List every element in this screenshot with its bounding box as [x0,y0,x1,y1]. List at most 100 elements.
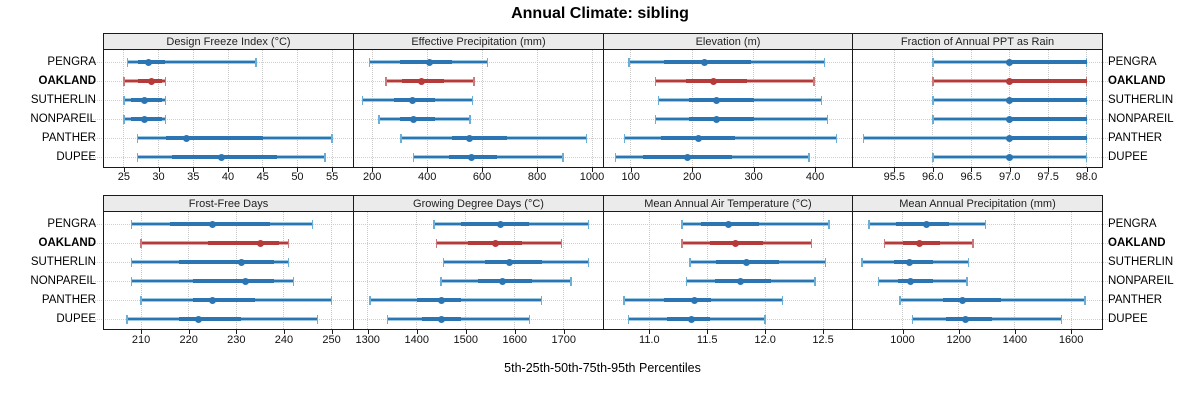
whisker-cap-5th [899,295,901,305]
axis-tick-label: 97.5 [1037,171,1059,183]
axis-tick [514,330,516,334]
whisker-cap-95th [1085,57,1088,67]
panel-mean-annual-air-temperature-c [603,211,853,330]
whisker-cap-5th [130,257,133,267]
iqr-band-25-75 [689,117,754,121]
panel-fraction-of-annual-ppt-as-rain [852,49,1103,168]
axis-tick-label: 400 [417,171,437,183]
whisker-cap-95th [828,219,830,229]
axis-tick-label: 800 [527,171,547,183]
panel-strip-frost-free-days: Frost-Free Days [103,195,354,211]
panel-strip-title: Effective Precipitation (mm) [411,35,546,48]
gridline-v [536,50,538,167]
row-label-right-oakland: OAKLAND [1108,237,1166,249]
axis-tick [630,168,632,172]
axis-tick-label: 300 [744,171,763,183]
row-label-left-oakland: OAKLAND [38,75,97,87]
axis-tick-label: 1300 [355,334,380,346]
panel-growing-degree-days-c [353,211,604,330]
row-label-right-nonpareil: NONPAREIL [1108,275,1174,287]
gridline-v [514,212,516,329]
median-dot [710,77,718,85]
iqr-band-25-75 [165,136,263,140]
axis-tick-label: 210 [131,334,151,346]
panel-strip-mean-annual-air-temperature-c: Mean Annual Air Temperature (°C) [603,195,853,211]
whisker-cap-5th [862,133,865,143]
panel-strip-elevation-m: Elevation (m) [603,33,853,49]
row-label-right-sutherlin: SUTHERLIN [1108,256,1174,268]
axis-tick-label: 45 [256,171,269,183]
axis-tick-label: 600 [472,171,492,183]
whisker-cap-95th [814,276,816,286]
median-dot [1006,153,1014,161]
iqr-band-25-75 [207,241,280,245]
iqr-band-25-75 [193,298,256,302]
axis-tick [372,168,374,172]
whisker-cap-5th [400,133,402,143]
whisker-cap-5th [932,114,934,124]
axis-tick-label: 11.0 [639,334,660,346]
whisker-cap-95th [316,314,319,324]
panel-mean-annual-precipitation-mm [852,211,1103,330]
axis-tick-label: 11.5 [696,334,718,346]
median-dot [922,220,930,228]
axis-tick [894,168,896,172]
axis-tick [902,330,904,334]
whisker-cap-95th [826,114,829,124]
iqr-band-25-75 [179,260,275,264]
gridline-h [88,280,1114,282]
median-dot [437,296,445,304]
whisker-cap-5th [361,95,364,105]
gridline-h [88,80,1114,82]
panel-effective-precipitation-mm [353,49,604,168]
iqr-band-25-75 [898,279,934,283]
gridline-v [140,212,142,329]
median-dot [731,239,739,247]
gridline-v [970,50,972,167]
whisker-cap-95th [835,133,838,143]
median-dot [182,134,190,142]
iqr-band-25-75 [399,60,452,64]
axis-tick-label: 96.0 [922,171,944,183]
whisker-cap-95th [587,257,590,267]
median-dot [491,239,499,247]
iqr-band-25-75 [1009,60,1087,64]
whisker-cap-95th [486,57,489,67]
axis-tick-label: 96.5 [960,171,982,183]
gridline-v [648,212,650,329]
whisker-cap-5th [136,133,139,143]
gridline-v [1070,212,1072,329]
iqr-band-25-75 [894,260,934,264]
axis-tick-label: 1600 [502,334,527,346]
gridline-v [192,50,194,167]
whisker-cap-5th [442,257,445,267]
panel-strip-title: Mean Annual Air Temperature (°C) [644,197,812,210]
axis-tick [367,330,369,334]
row-label-left-panther: PANTHER [41,294,96,306]
median-dot [467,153,475,161]
row-label-left-sutherlin: SUTHERLIN [30,94,96,106]
iqr-band-25-75 [1009,79,1087,83]
median-dot [418,77,426,85]
whisker-cap-95th [808,152,810,162]
whisker-cap-95th [292,276,295,286]
gridline-v [814,50,816,167]
median-dot [1006,134,1014,142]
median-dot [242,277,250,285]
median-dot [496,220,504,228]
whisker-cap-5th [861,257,863,267]
axis-tick [932,168,934,172]
axis-tick [707,330,709,334]
median-dot [1006,58,1014,66]
whisker-cap-5th [883,238,886,248]
whisker-cap-95th [471,95,474,105]
whisker-cap-95th [311,219,314,229]
axis-tick-label: 100 [621,171,640,183]
axis-tick [236,330,238,334]
iqr-band-25-75 [943,298,1001,302]
median-dot [237,258,245,266]
iqr-band-25-75 [193,279,275,283]
panel-strip-design-freeze-index-c: Design Freeze Index (°C) [103,33,354,49]
gridline-h [88,261,1114,263]
axis-tick [537,168,539,172]
